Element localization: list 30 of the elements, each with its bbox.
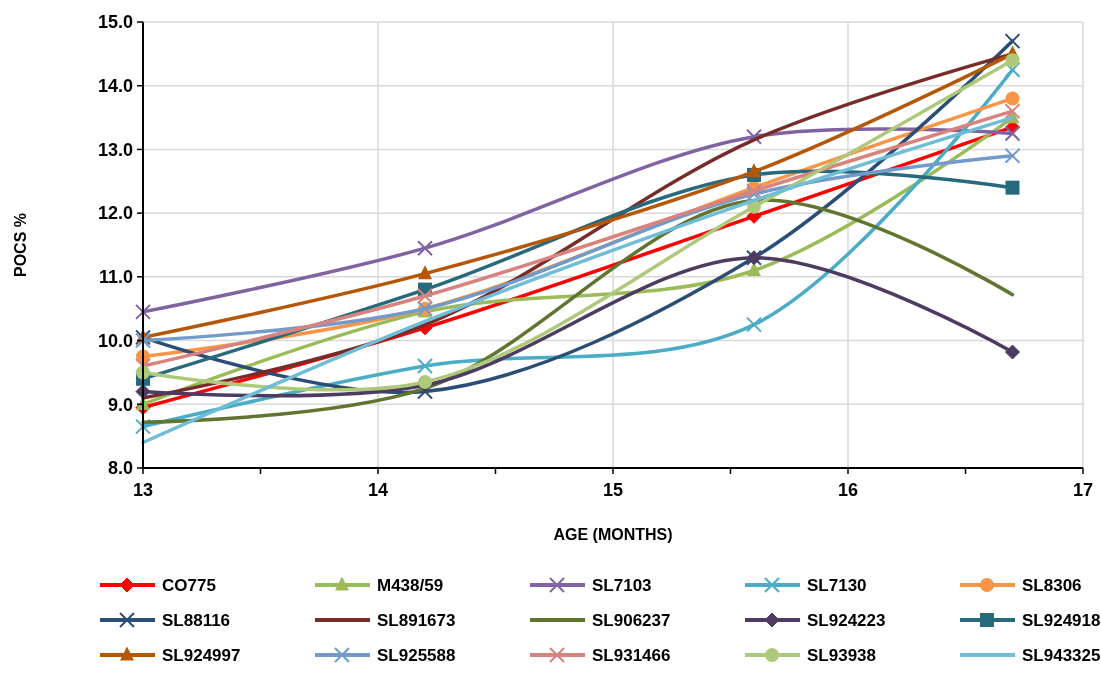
x-tick-label: 13 — [132, 480, 154, 500]
legend-label: CO775 — [162, 575, 216, 595]
legend-label: SL88116 — [162, 610, 231, 630]
x-tick-label: 16 — [837, 480, 859, 500]
x-tick-label: 17 — [1072, 480, 1094, 500]
legend-label: SL924997 — [162, 645, 241, 665]
legend-label: SL924918 — [1022, 610, 1101, 630]
legend-label: SL93938 — [807, 645, 876, 665]
y-tick-label: 9.0 — [107, 394, 133, 415]
legend-label: SL924223 — [807, 610, 886, 630]
y-tick-label: 15.0 — [97, 12, 133, 33]
x-tick-label: 15 — [602, 480, 624, 500]
legend-label: SL8306 — [1022, 575, 1082, 595]
legend-label: SL7130 — [807, 575, 867, 595]
legend-label: M438/59 — [377, 575, 444, 595]
y-tick-label: 10.0 — [97, 330, 133, 351]
legend-label: SL7103 — [592, 575, 652, 595]
x-tick-label: 14 — [367, 480, 389, 500]
y-axis-title: POCS % — [12, 212, 29, 278]
x-axis-title: AGE (MONTHS) — [553, 526, 673, 543]
legend-label: SL931466 — [592, 645, 671, 665]
legend-label: SL943325 — [1022, 645, 1101, 665]
legend-label: SL906237 — [592, 610, 671, 630]
y-tick-label: 14.0 — [97, 76, 133, 97]
legend-label: SL925588 — [377, 645, 456, 665]
y-tick-label: 11.0 — [98, 267, 133, 288]
y-tick-label: 8.0 — [107, 458, 133, 479]
y-tick-label: 13.0 — [97, 139, 133, 160]
y-tick-label: 12.0 — [97, 203, 133, 224]
legend-label: SL891673 — [377, 610, 456, 630]
